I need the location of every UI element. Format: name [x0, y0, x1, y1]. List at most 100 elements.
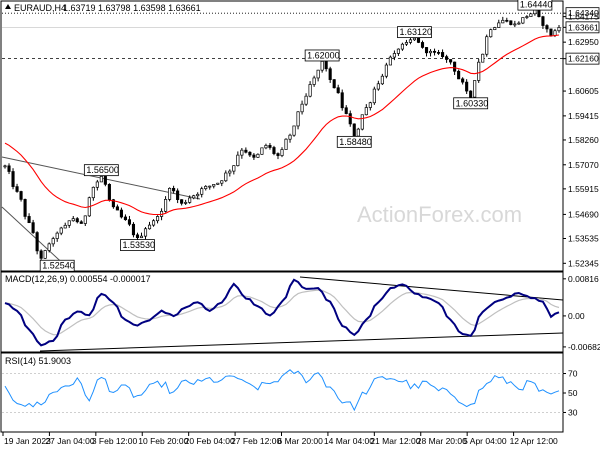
main-horizontal-lines: [2, 12, 563, 60]
y-tick-label: 1.64175: [568, 12, 599, 22]
price-label-text: 1.58480: [339, 137, 372, 147]
candle-body: [400, 43, 404, 50]
candle-body: [376, 83, 380, 90]
candle-body: [184, 202, 188, 204]
candle-body: [71, 218, 75, 222]
y-tick-label: 1.63661: [568, 22, 599, 32]
candle-body: [477, 61, 481, 81]
x-tick-label: 5 Apr 04:00: [463, 436, 507, 446]
candle-body: [485, 36, 489, 55]
candle-body: [388, 56, 392, 66]
candle-body: [236, 154, 240, 167]
candle-body: [83, 215, 87, 224]
candle-body: [204, 185, 208, 190]
candle-body: [91, 186, 95, 199]
macd-trendlines: [39, 276, 564, 352]
candle-body: [308, 84, 312, 97]
candle-body: [188, 197, 192, 203]
candle-body: [240, 149, 244, 156]
macd-trendline-lower: [39, 332, 564, 352]
macd-y-axis: 0.00816 0.00 -0.006821: [563, 274, 600, 352]
x-tick-label: 20 Feb 04:00: [185, 436, 235, 446]
candle-body: [324, 61, 328, 70]
candle-body: [95, 181, 99, 188]
candle-body: [47, 243, 51, 251]
candle-body: [135, 234, 140, 239]
candle-body: [224, 172, 228, 182]
candle-body: [336, 87, 340, 94]
candle-body: [43, 250, 47, 259]
symbol-label: EURAUD,H4: [14, 3, 66, 13]
price-label: 1.60330: [453, 97, 489, 110]
y-tag-box: [565, 21, 600, 34]
rsi-y-tick-label: 50: [568, 388, 578, 398]
candle-body: [256, 153, 260, 158]
rsi-y-tick-label: 30: [568, 407, 578, 417]
x-tick-label: 27 Feb 12:00: [231, 436, 281, 446]
candle-body: [3, 165, 7, 168]
candle-body: [276, 153, 280, 156]
candle-body: [31, 222, 35, 233]
price-label-text: 1.52540: [42, 261, 75, 271]
candle-body: [517, 22, 521, 25]
moving-average-line: [4, 34, 560, 216]
candle-body: [99, 176, 103, 183]
candle-body: [461, 78, 465, 83]
candle-body: [260, 147, 264, 155]
x-tick-label: 14 Mar 04:00: [324, 436, 374, 446]
candle-body: [139, 235, 144, 239]
candle-body: [244, 149, 248, 153]
candle-body: [364, 107, 368, 116]
candle-body: [513, 23, 517, 26]
x-tick-label: 3 Feb 12:00: [92, 436, 138, 446]
ohlc-label: 1.63719 1.63798 1.63598 1.63661: [63, 3, 201, 13]
x-tick-label: 6 Mar 20:00: [278, 436, 324, 446]
candle-body: [111, 199, 115, 208]
price-label-text: 1.64440: [520, 0, 553, 10]
price-label: 1.52540: [39, 259, 75, 272]
macd-y-tick-label: -0.006821: [568, 342, 600, 352]
candle-body: [300, 103, 304, 113]
price-label-text: 1.60330: [456, 98, 489, 108]
candle-body: [155, 216, 160, 222]
price-label: 1.64440: [517, 0, 553, 11]
candle-body: [268, 145, 272, 148]
x-tick-label: 27 Jan 04:00: [45, 436, 94, 446]
candle-body: [212, 184, 216, 187]
macd-y-tick-label: 0.00816: [568, 274, 599, 284]
candle-body: [497, 22, 501, 28]
price-label-text: 1.62000: [307, 50, 340, 60]
candle-body: [332, 79, 336, 89]
candle-body: [11, 171, 15, 187]
x-tick-label: 12 Apr 12:00: [510, 436, 558, 446]
candle-body: [39, 250, 43, 259]
candle-body: [164, 199, 168, 212]
candlestick-series: [3, 7, 561, 260]
candle-body: [328, 68, 332, 80]
candle-body: [404, 42, 409, 45]
candle-body: [172, 187, 176, 192]
candle-body: [489, 29, 493, 38]
macd-signal-line: [4, 289, 560, 336]
candle-body: [396, 48, 400, 54]
candle-body: [131, 223, 136, 236]
candle-body: [67, 220, 71, 226]
candle-body: [288, 134, 292, 140]
candle-body: [445, 56, 449, 60]
candle-body: [312, 77, 316, 85]
candle-body: [340, 92, 344, 109]
rsi-y-tick-label: 70: [568, 369, 578, 379]
price-label-text: 1.53530: [122, 240, 155, 250]
y-tick-label: 1.54690: [568, 209, 599, 219]
watermark: ActionForex.com: [357, 202, 522, 227]
macd-y-tick-label: 0.00: [568, 311, 585, 321]
y-tick-label: 1.52345: [568, 258, 599, 268]
candle-body: [292, 125, 296, 136]
candle-body: [316, 69, 320, 79]
candle-body: [296, 111, 300, 127]
macd-trendline-upper: [299, 276, 564, 301]
macd-line: [4, 278, 560, 347]
